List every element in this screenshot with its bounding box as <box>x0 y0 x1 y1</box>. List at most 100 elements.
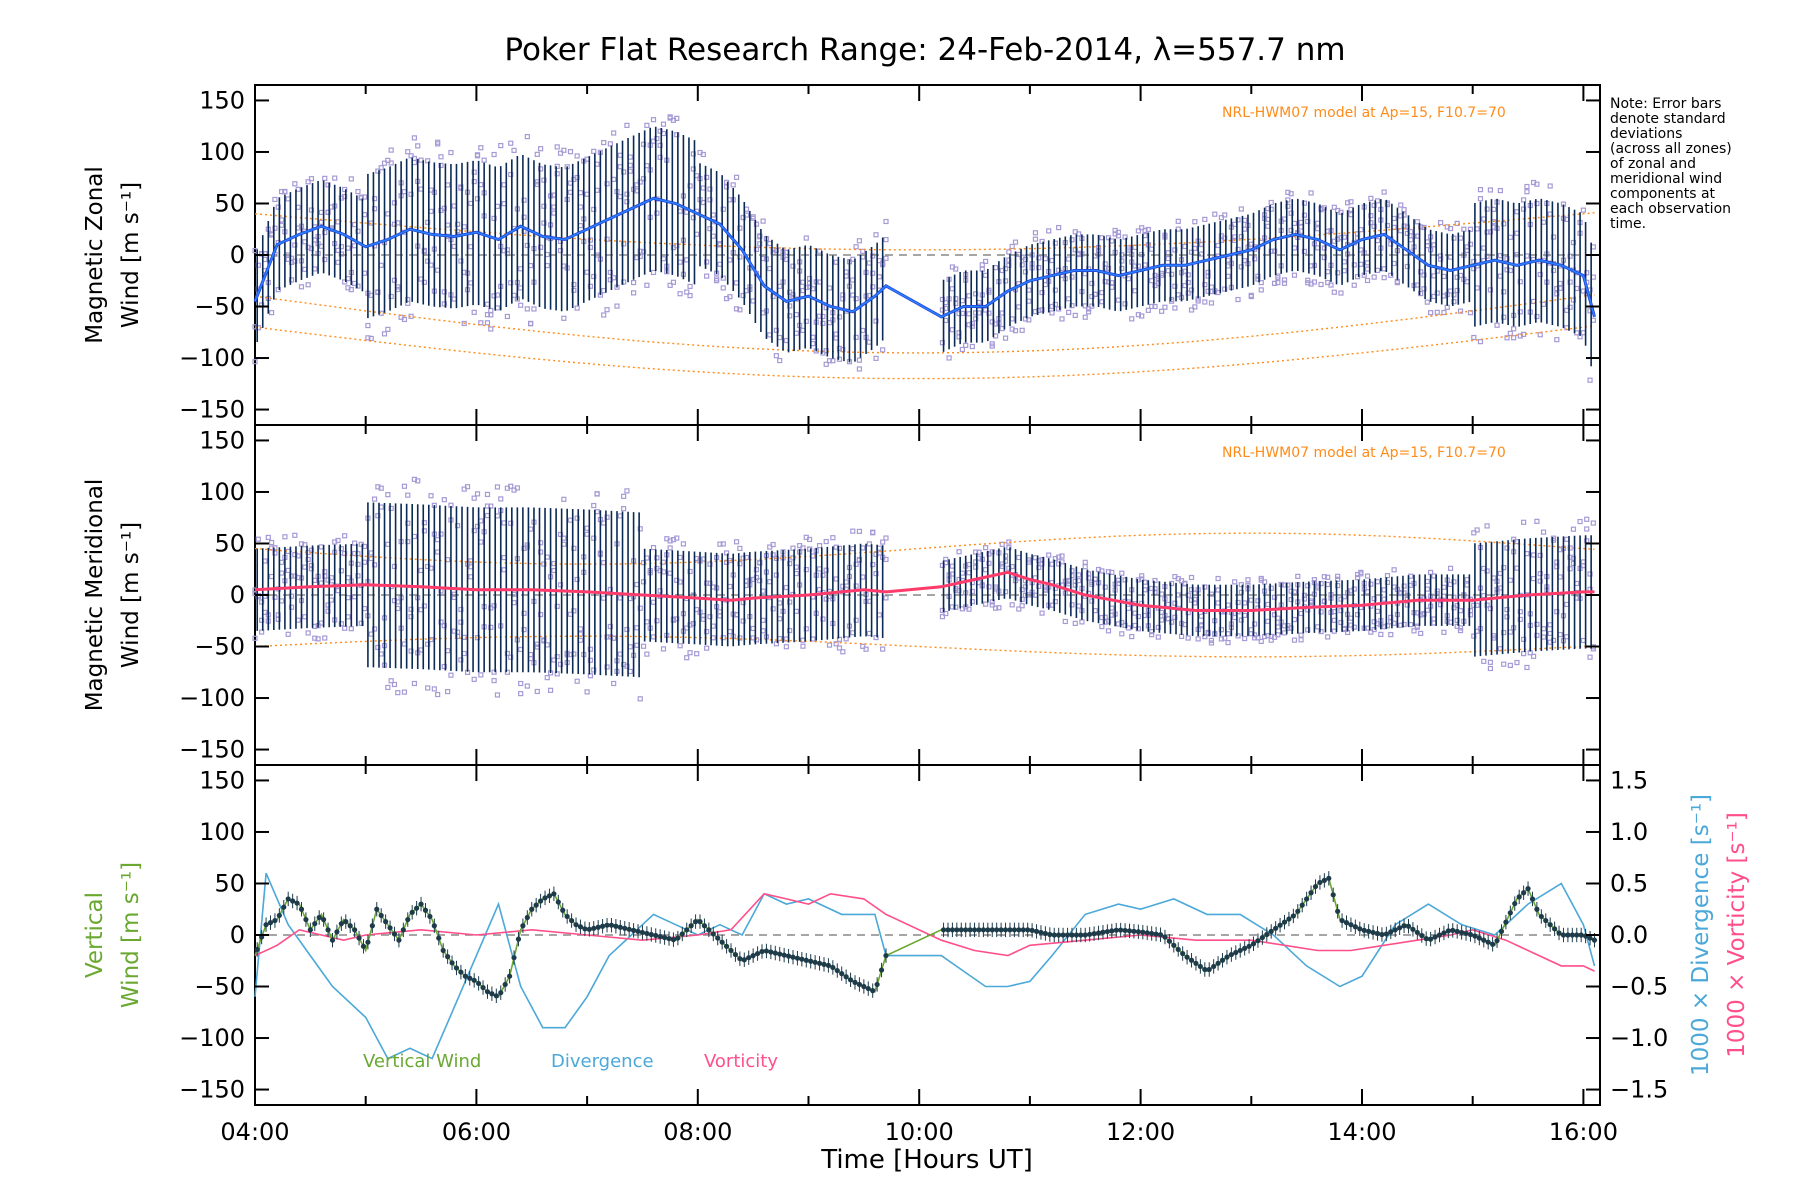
meridional-sample-point <box>1198 622 1205 628</box>
meridional-sample-point <box>1109 605 1115 611</box>
zonal-sample-point <box>1331 289 1337 295</box>
zonal-sample-point <box>511 147 517 153</box>
meridional-ytick-label: 50 <box>214 529 245 557</box>
meridional-sample-point <box>421 603 427 609</box>
meridional-sample-point <box>1537 571 1543 577</box>
vertical-wind-point <box>608 922 615 928</box>
meridional-sample-point <box>607 586 613 593</box>
vertical-wind-point <box>1472 933 1478 939</box>
zonal-sample-point <box>1491 206 1497 212</box>
meridional-sample-point <box>1265 618 1271 624</box>
meridional-sample-point <box>654 618 660 624</box>
meridional-sample-point <box>1195 636 1201 642</box>
meridional-sample-point <box>388 678 394 684</box>
zonal-sample-point <box>989 343 995 349</box>
meridional-sample-point <box>1006 545 1012 551</box>
vertical-wind-point <box>1162 934 1168 940</box>
right-ytick-label: −0.5 <box>1610 973 1668 1001</box>
meridional-sample-point <box>561 535 567 541</box>
meridional-sample-point <box>949 563 956 569</box>
vertical-wind-point <box>967 927 973 933</box>
zonal-sample-point <box>1271 248 1278 254</box>
zonal-model-curve <box>254 325 1595 380</box>
vertical-wind-point <box>343 919 349 925</box>
meridional-sample-point <box>441 497 447 503</box>
zonal-sample-point <box>853 334 859 340</box>
meridional-sample-point <box>860 574 866 580</box>
vertical-wind-point <box>480 984 486 991</box>
meridional-sample-point <box>378 504 384 510</box>
zonal-sample-point <box>1155 281 1161 287</box>
meridional-sample-point <box>1534 632 1540 639</box>
meridional-sample-point <box>1338 608 1344 614</box>
zonal-sample-point <box>1002 335 1009 341</box>
meridional-sample-point <box>1537 552 1543 559</box>
zonal-sample-point <box>1188 307 1195 313</box>
zonal-sample-point <box>733 174 740 180</box>
meridional-sample-point <box>1268 637 1274 643</box>
zonal-sample-point <box>767 265 773 272</box>
zonal-sample-point <box>1454 220 1460 227</box>
meridional-sample-point <box>1298 632 1304 638</box>
zonal-sample-point <box>541 220 547 226</box>
meridional-sample-point <box>1182 621 1188 628</box>
meridional-sample-point <box>478 672 484 678</box>
vertical-wind-point <box>458 969 464 975</box>
meridional-sample-point <box>1378 631 1384 638</box>
meridional-sample-point <box>1139 573 1145 579</box>
zonal-sample-point <box>408 153 414 159</box>
meridional-sample-point <box>484 491 491 498</box>
meridional-sample-point <box>637 526 643 532</box>
meridional-sample-point <box>1082 559 1088 565</box>
meridional-sample-point <box>428 493 434 499</box>
zonal-sample-point <box>1022 256 1029 263</box>
meridional-sample-point <box>1454 602 1460 609</box>
meridional-sample-point <box>1205 629 1211 636</box>
zonal-sample-point <box>1454 287 1460 294</box>
zonal-sample-point <box>498 142 504 149</box>
zonal-sample-point <box>624 199 630 205</box>
meridional-sample-point <box>544 554 550 560</box>
meridional-sample-point <box>1501 629 1507 636</box>
meridional-sample-point <box>1125 605 1132 611</box>
zonal-sample-point <box>312 266 318 272</box>
zonal-sample-point <box>388 293 394 300</box>
zonal-sample-point <box>1119 258 1125 264</box>
zonal-sample-point <box>1032 230 1039 236</box>
meridional-sample-point <box>1374 579 1381 585</box>
zonal-sample-point <box>551 210 557 216</box>
vertical-wind-point <box>1228 951 1234 958</box>
zonal-sample-point <box>1009 243 1015 250</box>
zonal-sample-point <box>1009 316 1015 322</box>
zonal-sample-point <box>700 185 706 191</box>
meridional-sample-point <box>305 556 311 563</box>
meridional-sample-point <box>1142 587 1148 593</box>
vertical-wind-point <box>1082 932 1088 938</box>
zonal-sample-point <box>1006 257 1012 263</box>
vertical-wind-point <box>666 936 672 942</box>
meridional-sample-point <box>584 689 590 695</box>
meridional-sample-point <box>840 583 846 589</box>
zonal-sample-point <box>361 270 368 276</box>
zonal-sample-point <box>445 222 451 228</box>
zonal-sample-point <box>1142 227 1148 234</box>
zonal-sample-point <box>1567 304 1573 310</box>
meridional-sample-point <box>1414 624 1420 630</box>
meridional-sample-point <box>1036 583 1042 589</box>
meridional-sample-point <box>983 545 989 551</box>
zonal-sample-point <box>1222 286 1228 292</box>
zonal-sample-point <box>770 293 776 300</box>
meridional-sample-point <box>591 535 597 541</box>
zonal-sample-point <box>787 313 793 319</box>
meridional-sample-point <box>1540 626 1547 632</box>
vertical-ytick-label: −100 <box>179 1024 245 1052</box>
zonal-sample-point <box>577 190 584 196</box>
zonal-sample-point <box>1135 263 1141 269</box>
zonal-sample-point <box>704 174 710 180</box>
zonal-sample-point <box>640 176 647 182</box>
meridional-sample-point <box>836 545 843 551</box>
zonal-sample-point <box>401 316 408 323</box>
meridional-sample-point <box>1550 537 1557 543</box>
meridional-sample-point <box>667 538 673 544</box>
meridional-sample-point <box>1567 545 1573 551</box>
